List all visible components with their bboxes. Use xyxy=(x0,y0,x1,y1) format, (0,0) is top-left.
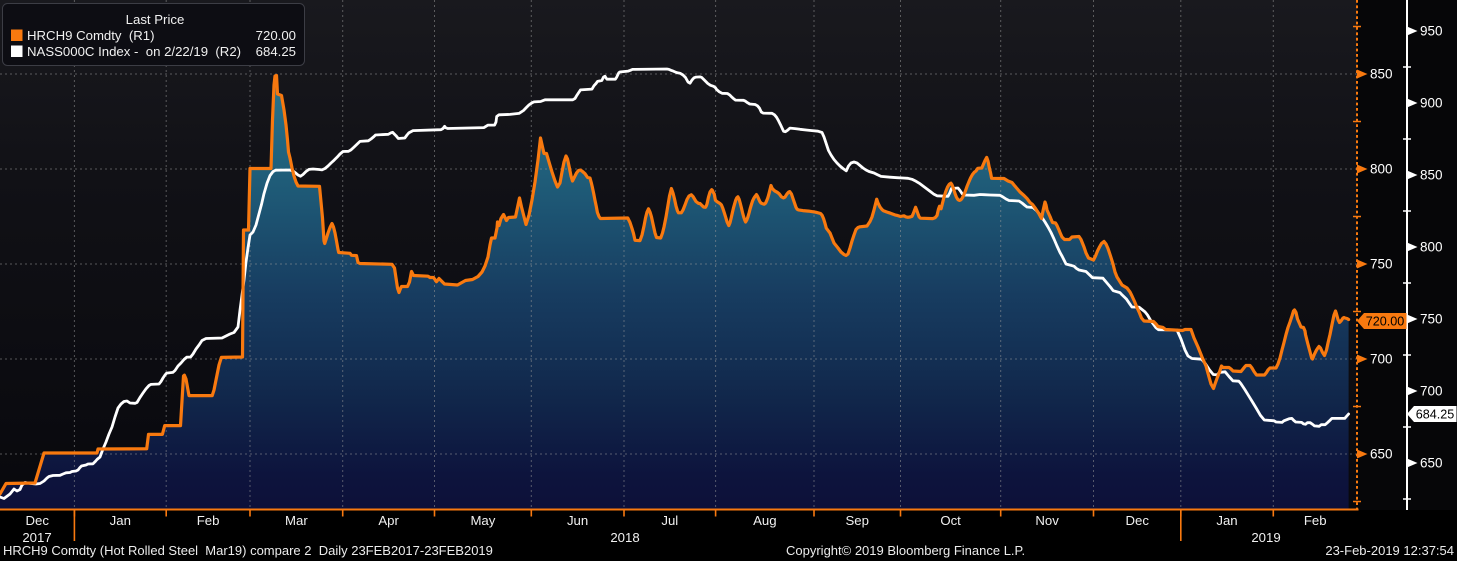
svg-text:Jul: Jul xyxy=(661,513,678,528)
svg-text:950: 950 xyxy=(1420,24,1443,39)
svg-text:Feb: Feb xyxy=(1304,513,1327,528)
svg-text:Dec: Dec xyxy=(1125,513,1149,528)
svg-text:2018: 2018 xyxy=(610,530,639,545)
svg-text:900: 900 xyxy=(1420,96,1443,111)
svg-text:Feb: Feb xyxy=(197,513,220,528)
svg-text:Dec: Dec xyxy=(25,513,49,528)
svg-text:750: 750 xyxy=(1370,257,1393,272)
svg-text:Jun: Jun xyxy=(567,513,588,528)
svg-text:Sep: Sep xyxy=(845,513,868,528)
svg-text:Copyright© 2019 Bloomberg Fina: Copyright© 2019 Bloomberg Finance L.P. xyxy=(786,543,1025,558)
svg-text:Oct: Oct xyxy=(940,513,961,528)
svg-text:HRCH9 Comdty (R1): HRCH9 Comdty (R1) xyxy=(27,28,155,43)
svg-text:650: 650 xyxy=(1420,456,1443,471)
svg-text:Mar: Mar xyxy=(285,513,308,528)
svg-text:Jan: Jan xyxy=(1216,513,1237,528)
svg-text:720.00: 720.00 xyxy=(256,28,296,43)
svg-text:700: 700 xyxy=(1420,384,1443,399)
svg-text:684.25: 684.25 xyxy=(1416,408,1455,422)
svg-text:NASS000C Index - on 2/22/19: NASS000C Index - on 2/22/19 (R2) xyxy=(27,44,241,59)
svg-text:800: 800 xyxy=(1420,240,1443,255)
svg-text:720.00: 720.00 xyxy=(1366,315,1405,329)
svg-text:700: 700 xyxy=(1370,352,1393,367)
svg-text:HRCH9 Comdty (Hot Rolled Steel: HRCH9 Comdty (Hot Rolled Steel Mar19) co… xyxy=(3,543,493,558)
svg-text:23-Feb-2019 12:37:54: 23-Feb-2019 12:37:54 xyxy=(1325,543,1454,558)
svg-text:2019: 2019 xyxy=(1251,530,1280,545)
svg-text:750: 750 xyxy=(1420,312,1443,327)
svg-text:Apr: Apr xyxy=(378,513,399,528)
svg-text:2017: 2017 xyxy=(22,530,51,545)
svg-text:May: May xyxy=(470,513,495,528)
svg-text:Aug: Aug xyxy=(753,513,776,528)
svg-text:800: 800 xyxy=(1370,162,1393,177)
svg-text:650: 650 xyxy=(1370,447,1393,462)
svg-text:850: 850 xyxy=(1420,168,1443,183)
svg-text:684.25: 684.25 xyxy=(256,44,296,59)
svg-text:Last Price: Last Price xyxy=(126,12,185,27)
svg-text:Jan: Jan xyxy=(110,513,131,528)
svg-text:Nov: Nov xyxy=(1035,513,1059,528)
svg-text:850: 850 xyxy=(1370,67,1393,82)
